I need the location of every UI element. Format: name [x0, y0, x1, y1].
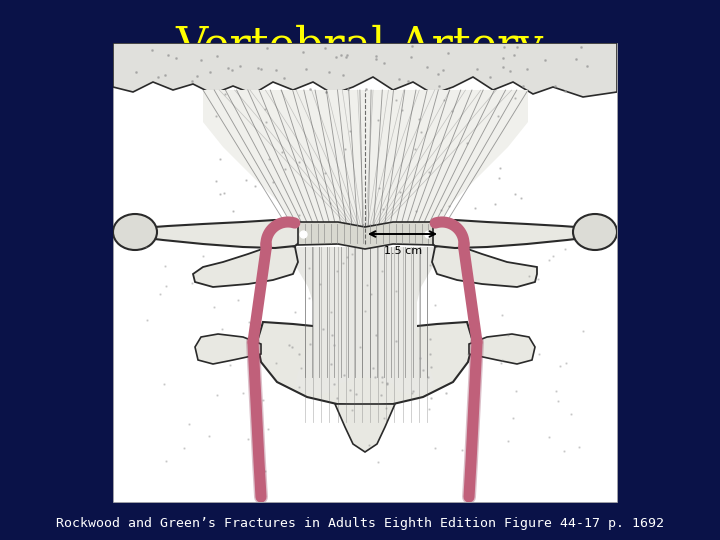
FancyBboxPatch shape [113, 43, 617, 502]
Ellipse shape [113, 214, 157, 250]
Polygon shape [298, 222, 433, 249]
Polygon shape [469, 334, 535, 364]
Polygon shape [335, 404, 395, 452]
Polygon shape [113, 220, 303, 248]
Polygon shape [203, 90, 528, 244]
Polygon shape [427, 220, 617, 248]
Polygon shape [432, 244, 537, 287]
Text: Rockwood and Green’s Fractures in Adults Eighth Edition Figure 44-17 p. 1692: Rockwood and Green’s Fractures in Adults… [56, 517, 664, 530]
Polygon shape [285, 247, 445, 394]
Ellipse shape [573, 214, 617, 250]
Polygon shape [193, 244, 298, 287]
Text: Vertebral Artery: Vertebral Artery [176, 24, 544, 68]
Polygon shape [113, 43, 617, 97]
Polygon shape [257, 322, 473, 406]
Text: 1.5 cm: 1.5 cm [384, 246, 422, 256]
Polygon shape [195, 334, 261, 364]
